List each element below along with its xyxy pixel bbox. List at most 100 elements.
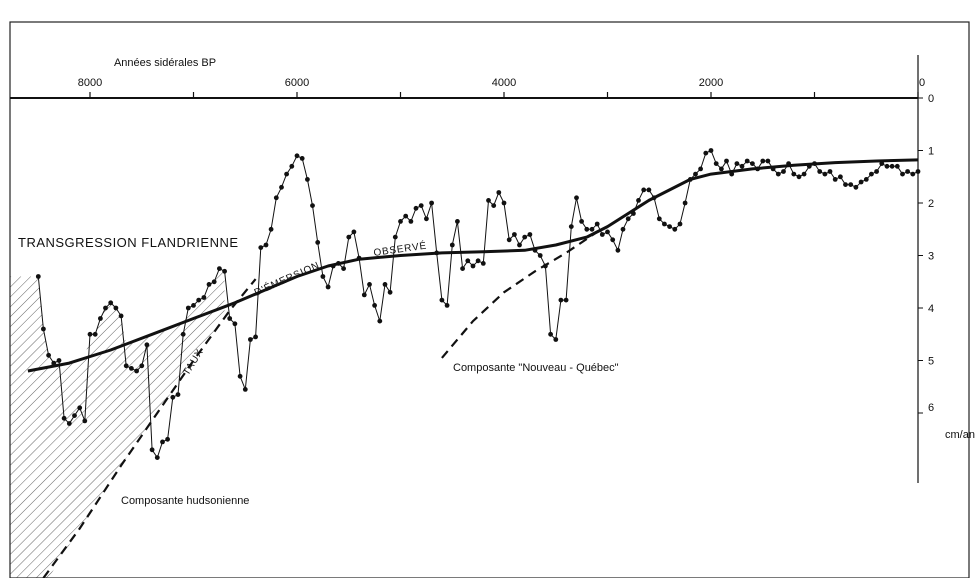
x-axis-title: Années sidérales BP bbox=[114, 57, 216, 69]
transgression-label: TRANSGRESSION FLANDRIENNE bbox=[18, 235, 239, 250]
data-point bbox=[346, 234, 352, 240]
data-point bbox=[351, 229, 357, 235]
data-point bbox=[713, 161, 719, 167]
data-point bbox=[268, 226, 274, 232]
data-point bbox=[848, 182, 854, 188]
data-point bbox=[755, 166, 760, 172]
y-tick-label: 4 bbox=[928, 303, 934, 315]
data-point bbox=[387, 289, 393, 295]
data-point bbox=[812, 161, 817, 167]
data-point bbox=[475, 258, 481, 264]
data-point bbox=[791, 171, 797, 177]
data-point bbox=[843, 182, 848, 188]
data-point bbox=[470, 263, 476, 269]
data-point bbox=[72, 413, 77, 418]
series-line-2 bbox=[441, 230, 598, 359]
data-point bbox=[905, 169, 910, 174]
data-point bbox=[61, 415, 67, 421]
data-point bbox=[698, 166, 703, 172]
data-point bbox=[180, 331, 186, 337]
data-point bbox=[253, 334, 258, 340]
data-point bbox=[884, 163, 890, 169]
data-point bbox=[584, 226, 590, 232]
data-point bbox=[667, 224, 672, 230]
data-point bbox=[512, 232, 517, 237]
data-point bbox=[206, 282, 212, 287]
nouveau-quebec-label: Composante "Nouveau - Québec" bbox=[453, 362, 619, 374]
data-point bbox=[599, 232, 605, 237]
data-point bbox=[537, 253, 543, 258]
data-point bbox=[527, 232, 533, 237]
emersion-label: D'ÉMERSION bbox=[252, 258, 322, 299]
data-point bbox=[796, 174, 802, 180]
data-point bbox=[367, 282, 372, 287]
data-point bbox=[248, 337, 253, 342]
y-tick-label: 0 bbox=[928, 93, 934, 105]
data-point bbox=[165, 436, 171, 442]
hatched-region bbox=[10, 268, 225, 578]
data-point bbox=[196, 297, 202, 303]
data-point bbox=[273, 195, 279, 201]
data-point bbox=[170, 394, 176, 400]
data-point bbox=[149, 447, 155, 453]
data-point bbox=[760, 158, 766, 164]
data-point bbox=[553, 337, 559, 342]
data-point bbox=[103, 305, 108, 311]
data-point bbox=[636, 198, 641, 203]
data-point bbox=[858, 179, 864, 185]
data-point bbox=[496, 190, 502, 195]
data-point bbox=[382, 282, 388, 287]
data-point bbox=[305, 177, 310, 182]
data-point bbox=[258, 245, 264, 251]
data-point bbox=[610, 237, 616, 243]
data-point bbox=[838, 174, 843, 180]
y-tick-label: 1 bbox=[928, 146, 934, 158]
data-point bbox=[677, 221, 683, 227]
data-point bbox=[703, 150, 709, 156]
data-point bbox=[398, 219, 403, 224]
data-point bbox=[863, 177, 869, 182]
data-point bbox=[693, 171, 698, 177]
data-point bbox=[320, 274, 326, 279]
data-point bbox=[625, 216, 631, 222]
data-point bbox=[315, 240, 321, 245]
data-point bbox=[77, 405, 83, 411]
x-tick-label: 2000 bbox=[699, 77, 723, 89]
data-point bbox=[41, 326, 46, 332]
data-point bbox=[480, 261, 486, 266]
data-point bbox=[687, 177, 693, 182]
y-tick-label: 2 bbox=[928, 198, 934, 210]
data-point bbox=[284, 171, 289, 177]
data-point bbox=[35, 274, 41, 279]
data-point bbox=[734, 161, 740, 167]
data-point bbox=[377, 318, 383, 324]
data-point bbox=[491, 203, 497, 209]
data-point bbox=[154, 455, 160, 460]
data-point bbox=[118, 313, 124, 319]
data-point bbox=[532, 247, 538, 253]
data-point bbox=[682, 200, 688, 206]
data-point bbox=[806, 163, 812, 169]
data-point bbox=[403, 213, 409, 219]
data-point bbox=[656, 216, 662, 222]
data-point bbox=[299, 156, 305, 161]
data-point bbox=[413, 205, 419, 211]
data-point bbox=[372, 303, 377, 308]
y-tick-label: 5 bbox=[928, 356, 934, 368]
data-point bbox=[724, 158, 729, 164]
data-point bbox=[781, 169, 786, 174]
data-point bbox=[429, 200, 434, 206]
data-point bbox=[879, 161, 885, 167]
data-point bbox=[594, 221, 600, 227]
data-point bbox=[46, 352, 51, 358]
data-point bbox=[123, 363, 129, 369]
x-tick-label: 8000 bbox=[78, 77, 102, 89]
data-point bbox=[460, 266, 465, 271]
data-point bbox=[82, 418, 88, 424]
data-point bbox=[66, 421, 72, 426]
data-point bbox=[517, 242, 522, 248]
data-point bbox=[589, 226, 595, 232]
data-point bbox=[646, 187, 652, 193]
data-point bbox=[719, 166, 724, 172]
data-point bbox=[113, 305, 119, 311]
